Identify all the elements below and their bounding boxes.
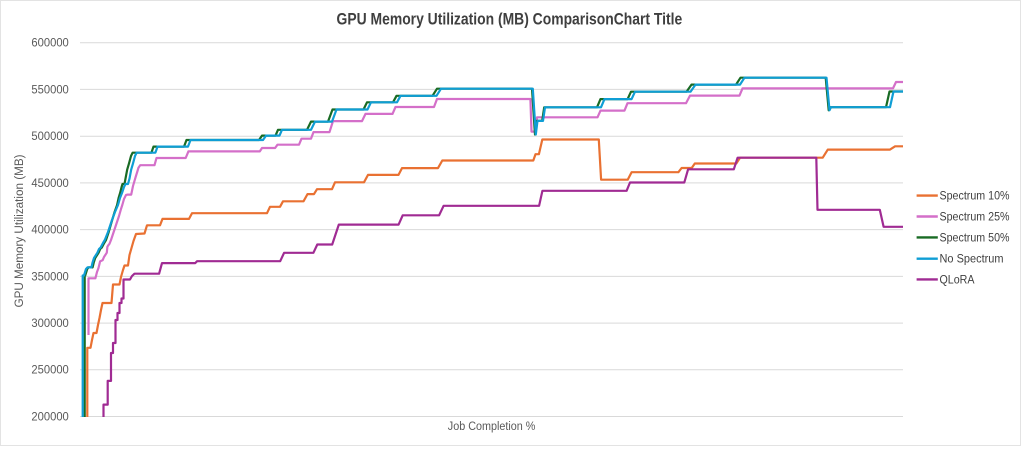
svg-text:400000: 400000 <box>31 223 69 237</box>
svg-text:600000: 600000 <box>31 36 69 50</box>
svg-text:200000: 200000 <box>31 409 69 423</box>
svg-text:Job Completion %: Job Completion % <box>448 419 536 433</box>
svg-text:GPU Memory Utilization (MB): GPU Memory Utilization (MB) <box>12 155 26 308</box>
svg-text:250000: 250000 <box>31 363 69 377</box>
svg-text:Spectrum 10%: Spectrum 10% <box>940 191 1010 203</box>
svg-text:Spectrum 50%: Spectrum 50% <box>940 232 1010 244</box>
svg-text:500000: 500000 <box>31 129 69 143</box>
svg-text:GPU Memory Utilization (MB) Co: GPU Memory Utilization (MB) ComparisonCh… <box>337 10 683 29</box>
svg-text:No Spectrum: No Spectrum <box>940 254 1004 266</box>
svg-text:300000: 300000 <box>31 316 69 330</box>
svg-text:QLoRA: QLoRA <box>940 274 975 286</box>
svg-text:550000: 550000 <box>31 82 69 96</box>
svg-text:350000: 350000 <box>31 269 69 283</box>
svg-text:450000: 450000 <box>31 176 69 190</box>
svg-text:Spectrum 25%: Spectrum 25% <box>940 212 1010 224</box>
